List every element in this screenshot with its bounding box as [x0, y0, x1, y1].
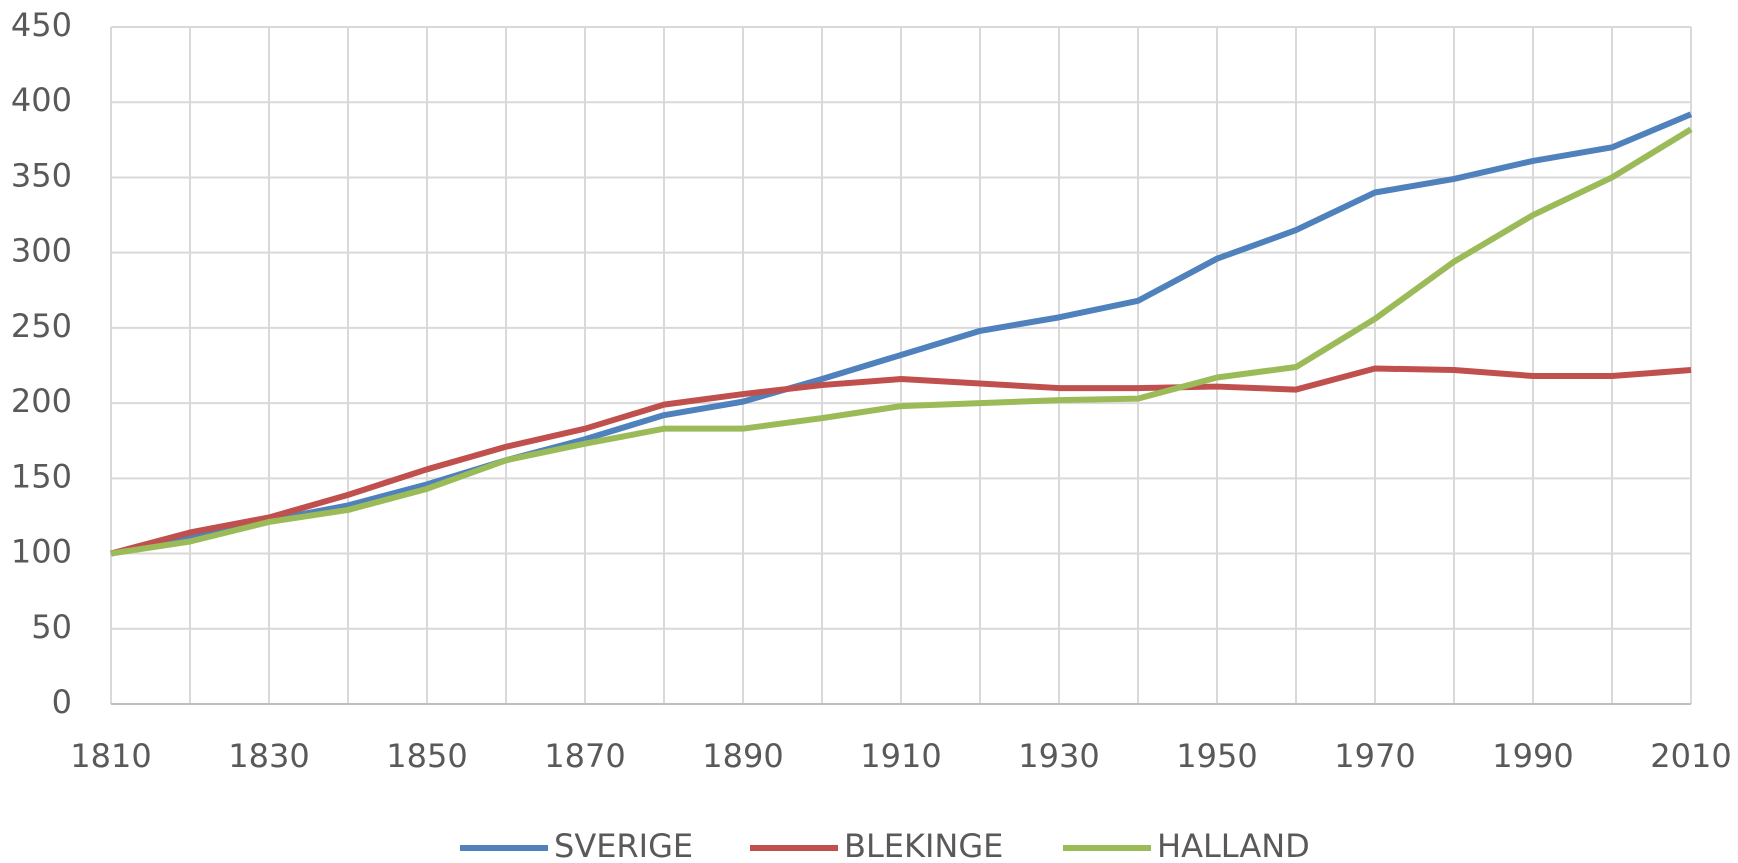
x-tick-label: 1950: [1176, 737, 1257, 775]
x-tick-label: 1910: [860, 737, 941, 775]
x-tick-label: 1930: [1018, 737, 1099, 775]
x-tick-label: 1870: [544, 737, 625, 775]
series-line: [110, 126, 1693, 557]
y-tick-label: 150: [11, 457, 72, 495]
y-tick-label: 400: [11, 81, 72, 119]
legend-label: SVERIGE: [554, 827, 693, 863]
x-tick-label: 1990: [1492, 737, 1573, 775]
x-tick-label: 1830: [228, 737, 309, 775]
legend-label: BLEKINGE: [844, 827, 1003, 863]
y-tick-label: 0: [52, 683, 72, 721]
legend-label: HALLAND: [1157, 827, 1310, 863]
series-line: [110, 365, 1692, 557]
y-tick-label: 300: [11, 232, 72, 270]
y-tick-label: 350: [11, 156, 72, 194]
x-tick-label: 1850: [386, 737, 467, 775]
series-line: [110, 111, 1693, 557]
x-tick-label: 2010: [1650, 737, 1731, 775]
y-tick-label: 450: [11, 6, 72, 44]
y-tick-label: 100: [11, 533, 72, 571]
x-tick-label: 1890: [702, 737, 783, 775]
y-tick-label: 250: [11, 307, 72, 345]
y-tick-label: 50: [31, 608, 72, 646]
x-tick-label: 1970: [1334, 737, 1415, 775]
x-tick-label: 1810: [70, 737, 151, 775]
y-tick-label: 200: [11, 382, 72, 420]
